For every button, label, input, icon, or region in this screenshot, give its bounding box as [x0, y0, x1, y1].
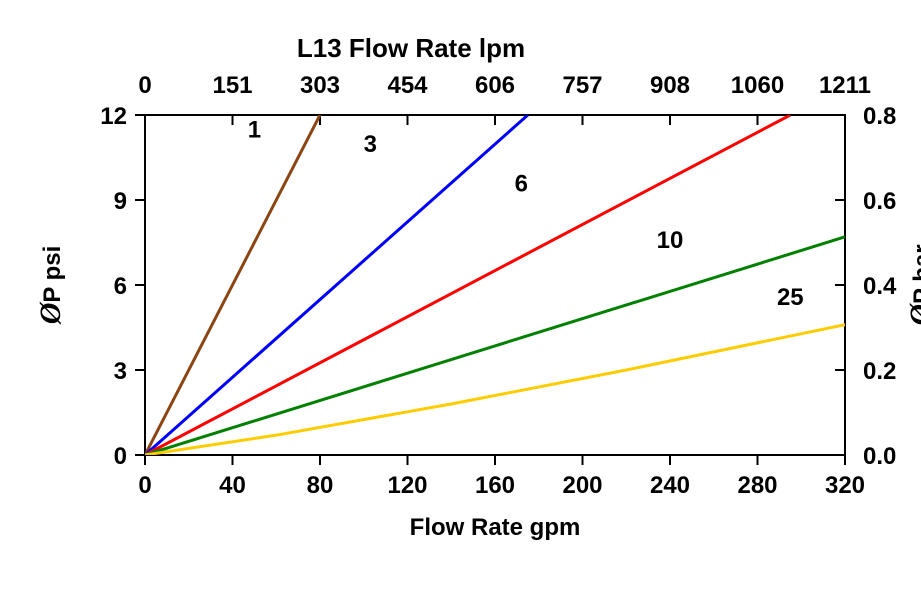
x-top-tick-label: 303 — [300, 72, 340, 99]
series-label-6: 6 — [515, 171, 528, 198]
flow-rate-chart: 0408012016020024028032001513034546067579… — [0, 0, 921, 615]
svg-text:ØP psi: ØP psi — [34, 246, 67, 326]
y-left-label: ØP psi — [34, 246, 67, 326]
y-tick-label: 12 — [100, 103, 127, 130]
y-right-tick-label: 0.8 — [863, 103, 896, 130]
plot-frame — [145, 115, 845, 455]
series-label-1: 1 — [248, 117, 261, 144]
x-top-tick-label: 1060 — [731, 72, 784, 99]
y-right-tick-label: 0.0 — [863, 443, 896, 470]
x-tick-label: 80 — [307, 472, 334, 499]
x-top-tick-label: 454 — [387, 72, 428, 99]
series-label-10: 10 — [657, 227, 684, 254]
series-label-25: 25 — [777, 284, 804, 311]
y-tick-label: 6 — [114, 273, 127, 300]
y-right-tick-label: 0.2 — [863, 358, 896, 385]
series-line-25 — [145, 325, 845, 455]
chart-container: 0408012016020024028032001513034546067579… — [0, 0, 921, 615]
x-tick-label: 0 — [138, 472, 151, 499]
x-top-tick-label: 606 — [475, 72, 515, 99]
y-right-label: ØP bar — [904, 244, 921, 326]
x-tick-label: 200 — [562, 472, 602, 499]
x-tick-label: 320 — [825, 472, 865, 499]
x-tick-label: 40 — [219, 472, 246, 499]
series-label-3: 3 — [364, 131, 377, 158]
y-tick-label: 9 — [114, 188, 127, 215]
x-tick-label: 280 — [737, 472, 777, 499]
x-top-tick-label: 151 — [212, 72, 252, 99]
y-right-tick-label: 0.4 — [863, 273, 897, 300]
x-top-tick-label: 757 — [562, 72, 602, 99]
x-top-tick-label: 0 — [138, 72, 151, 99]
y-right-tick-label: 0.6 — [863, 188, 896, 215]
series-line-1 — [145, 115, 320, 455]
x-top-tick-label: 1211 — [819, 72, 871, 99]
x-tick-label: 120 — [387, 472, 427, 499]
y-tick-label: 0 — [114, 443, 127, 470]
x-top-tick-label: 908 — [650, 72, 690, 99]
x-axis-label: Flow Rate gpm — [410, 514, 581, 541]
x-tick-label: 240 — [650, 472, 690, 499]
svg-text:ØP bar: ØP bar — [904, 244, 921, 326]
chart-title: L13 Flow Rate lpm — [297, 33, 525, 63]
y-tick-label: 3 — [114, 358, 127, 385]
x-tick-label: 160 — [475, 472, 515, 499]
